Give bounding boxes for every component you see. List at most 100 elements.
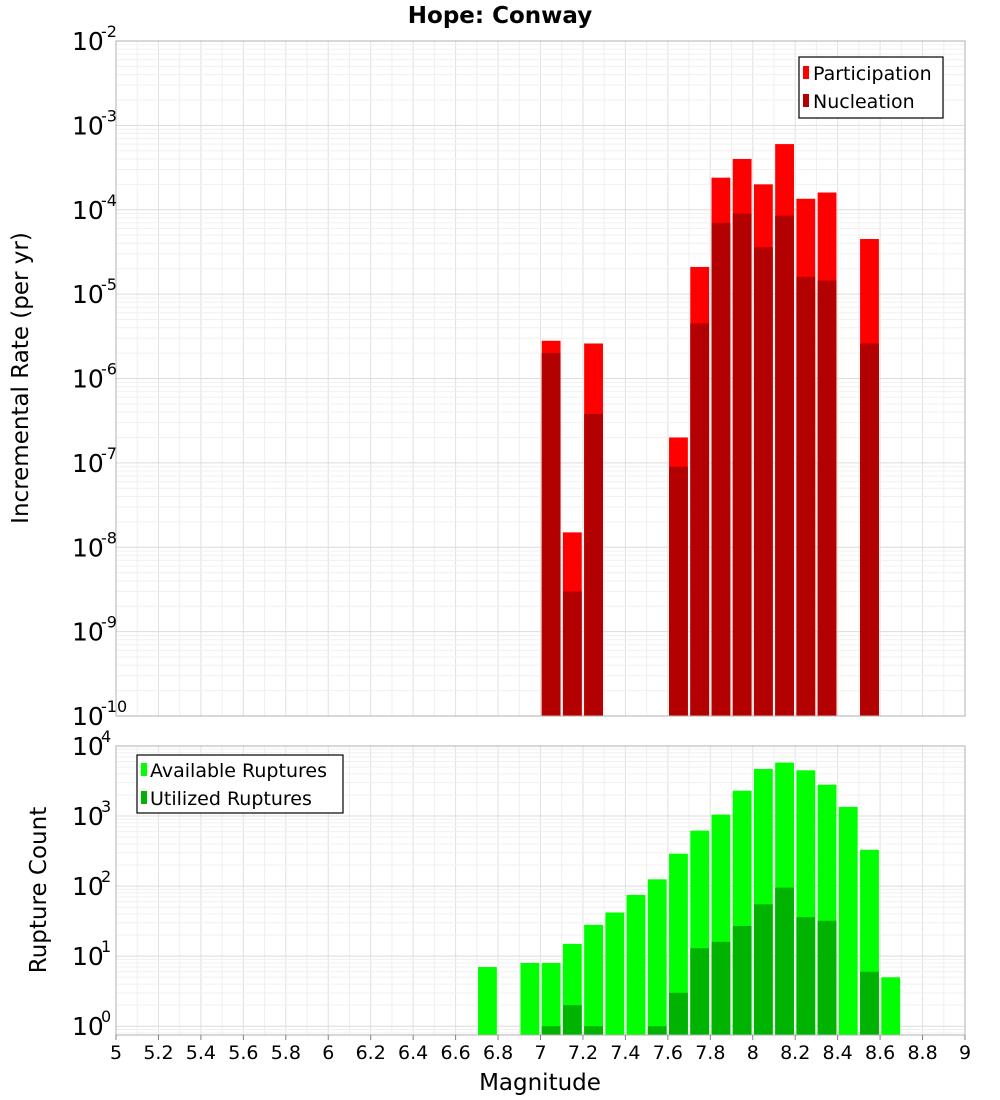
chart-title: Hope: Conway	[408, 3, 592, 29]
x-tick-label: 6	[322, 1042, 334, 1064]
rate-bar-s2-7.15	[562, 591, 582, 716]
rate-bar-s2-8.25	[796, 276, 816, 716]
x-tick-label: 5.8	[271, 1042, 301, 1064]
count-y-tick-exponent: 0	[101, 1007, 111, 1026]
x-tick-label: 5	[110, 1042, 122, 1064]
rate-y-tick-label: 10	[72, 449, 104, 478]
rate-y-tick-exponent: -4	[101, 191, 117, 210]
count-bar-s1-7.05	[541, 962, 561, 1035]
rate-bar-s2-7.85	[711, 222, 731, 716]
rate-y-axis-label: Incremental Rate (per yr)	[8, 232, 34, 524]
count-y-axis-label: Rupture Count	[26, 807, 52, 973]
x-tick-label: 7.4	[610, 1042, 640, 1064]
rate-bar-s2-8.15	[775, 215, 794, 717]
rate-y-tick-exponent: -6	[101, 360, 117, 379]
count-bar-s1-7.25	[584, 924, 603, 1035]
rate-bar-s2-8.35	[817, 280, 837, 716]
rate-y-tick-label: 10	[72, 533, 104, 562]
count-bar-s2-7.95	[732, 925, 752, 1035]
x-tick-label: 8.6	[865, 1042, 895, 1064]
rate-bar-s2-7.05	[541, 353, 561, 716]
rate-y-tick-label: 10	[72, 365, 104, 394]
x-tick-label: 5.2	[143, 1042, 173, 1064]
rate-y-tick-exponent: -7	[101, 444, 117, 463]
x-tick-label: 5.6	[228, 1042, 258, 1064]
count-bar-s1-7.65	[669, 853, 688, 1035]
count-bar-s2-7.55	[647, 1026, 667, 1035]
count-y-tick-label: 10	[72, 732, 104, 761]
count-bar-s2-8.55	[860, 971, 879, 1035]
count-y-tick-exponent: 2	[101, 867, 111, 886]
x-tick-label: 6.8	[483, 1042, 513, 1064]
x-axis-label: Magnitude	[479, 1070, 601, 1096]
count-y-tick-label: 10	[72, 1012, 104, 1041]
x-tick-label: 6.6	[440, 1042, 470, 1064]
x-tick-label: 6.4	[398, 1042, 428, 1064]
available-legend-label: Available Ruptures	[150, 760, 327, 782]
rate-y-tick-label: 10	[72, 618, 104, 647]
count-bar-s2-8.15	[775, 887, 794, 1035]
count-bar-s1-6.75	[478, 967, 497, 1035]
count-y-tick-exponent: 4	[101, 727, 111, 746]
rate-y-tick-exponent: -3	[101, 106, 117, 125]
rate-bar-s2-7.95	[732, 213, 752, 717]
count-bar-s2-8.05	[753, 904, 773, 1035]
x-tick-label: 7.8	[695, 1042, 725, 1064]
rate-legend-box	[798, 56, 944, 119]
count-y-tick-exponent: 1	[101, 937, 111, 956]
count-bar-s1-8.45	[838, 806, 858, 1035]
count-bar-s1-7.55	[647, 879, 667, 1035]
rate-bar-s2-7.65	[669, 466, 688, 716]
count-legend: Available Ruptures Utilized Ruptures	[136, 754, 344, 814]
rate-y-tick-label: 10	[72, 111, 104, 140]
count-bar-s2-7.65	[669, 992, 688, 1035]
count-y-tick-label: 10	[72, 802, 104, 831]
rate-y-tick-label: 10	[72, 27, 104, 56]
utilized-legend-label: Utilized Ruptures	[150, 788, 312, 810]
count-bar-s2-7.05	[541, 1026, 561, 1035]
x-tick-label: 8.4	[823, 1042, 853, 1064]
count-bar-s1-8.65	[881, 977, 901, 1035]
count-bar-s2-7.85	[711, 941, 731, 1035]
participation-legend-label: Participation	[813, 63, 932, 85]
count-bar-s2-7.75	[690, 948, 710, 1035]
count-bar-s2-8.35	[817, 920, 837, 1035]
count-bar-s2-8.25	[796, 917, 816, 1035]
count-y-tick-label: 10	[72, 942, 104, 971]
rate-grid	[116, 41, 965, 716]
magnitude-x-ticks: 5 5.2 5.4 5.6 5.8 6 6.2 6.4 6.6 6.8 7 7.2 7.4 7.6 7.8 8…	[110, 1035, 971, 1064]
x-tick-label: 9	[959, 1042, 971, 1064]
x-tick-label: 8.8	[907, 1042, 937, 1064]
x-tick-label: 5.4	[186, 1042, 216, 1064]
count-legend-box	[136, 754, 344, 814]
rate-bar-s2-8.55	[860, 343, 879, 716]
available-legend-swatch	[141, 763, 147, 776]
rate-y-tick-exponent: -10	[101, 697, 127, 716]
rate-bar-s2-7.75	[690, 323, 710, 716]
rate-y-tick-exponent: -2	[101, 22, 117, 41]
rate-bar-s2-7.25	[584, 413, 603, 716]
nucleation-legend-swatch	[803, 94, 809, 107]
count-bar-s2-7.25	[584, 1026, 603, 1035]
count-bars	[478, 762, 901, 1035]
rate-y-tick-exponent: -9	[101, 613, 117, 632]
rate-legend: Participation Nucleation	[798, 56, 944, 119]
rate-y-tick-exponent: -8	[101, 528, 117, 547]
count-bar-s1-7.35	[605, 912, 625, 1035]
count-y-tick-exponent: 3	[101, 797, 111, 816]
count-bar-s1-7.45	[626, 894, 646, 1035]
rate-y-tick-label: 10	[72, 196, 104, 225]
x-tick-label: 8	[747, 1042, 759, 1064]
rate-plot-border	[115, 40, 966, 717]
x-tick-label: 7.2	[568, 1042, 598, 1064]
x-tick-label: 8.2	[780, 1042, 810, 1064]
count-bar-s2-7.15	[562, 1005, 582, 1035]
utilized-legend-swatch	[141, 791, 147, 804]
rate-y-tick-label: 10	[72, 280, 104, 309]
participation-legend-swatch	[803, 66, 809, 79]
x-tick-label: 7.6	[653, 1042, 683, 1064]
